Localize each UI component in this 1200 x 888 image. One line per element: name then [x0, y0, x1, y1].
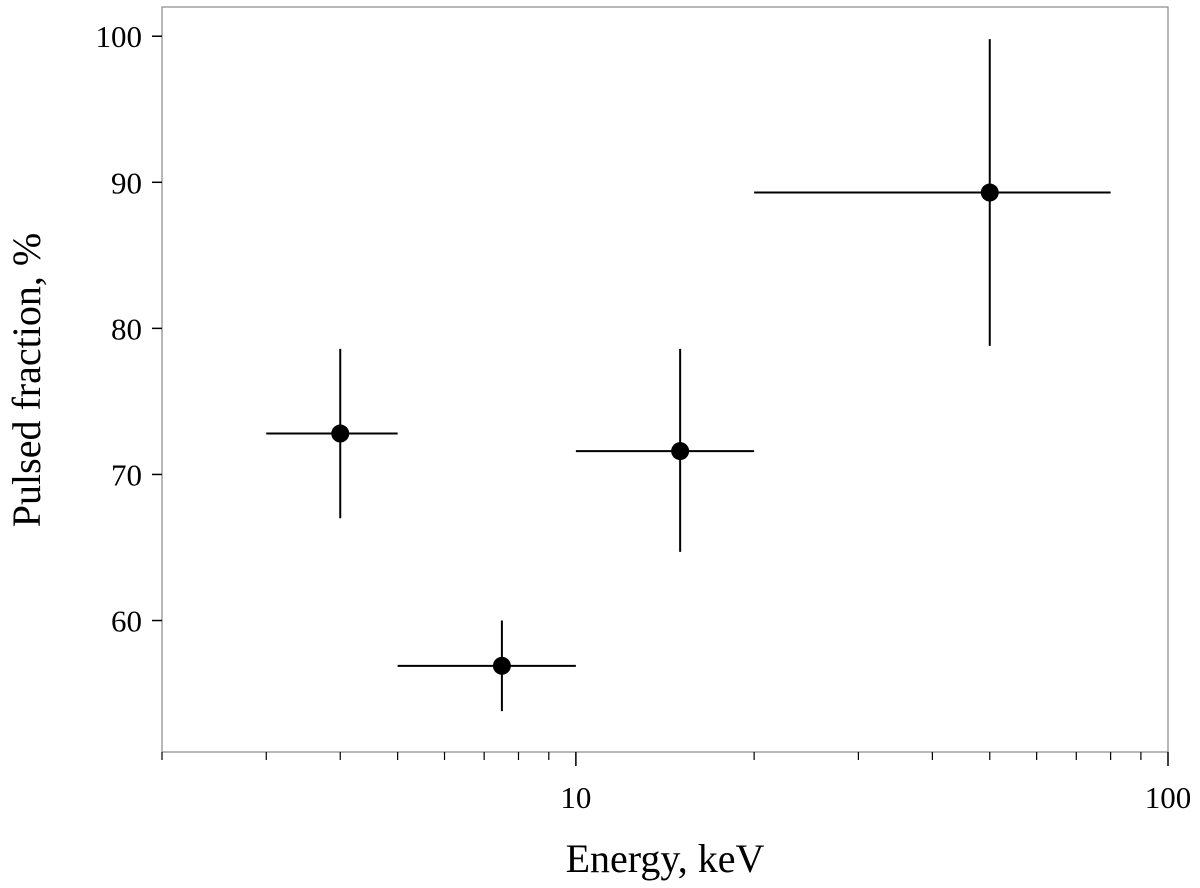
y-tick-label: 100 — [96, 19, 143, 54]
y-axis-label: Pulsed fraction, % — [4, 233, 49, 527]
data-point — [575, 348, 755, 552]
x-tick-label: 10 — [560, 780, 591, 815]
axis-ticks: 60 70 80 90 100 10 100 — [96, 19, 1192, 815]
y-tick-label: 70 — [111, 457, 142, 492]
y-tick-label: 80 — [111, 311, 142, 346]
plot-frame — [161, 6, 1169, 753]
point-marker — [980, 183, 999, 202]
y-tick-label: 60 — [111, 604, 142, 639]
data-point — [397, 620, 576, 712]
data-point — [754, 39, 1111, 346]
x-tick-label: 100 — [1145, 780, 1192, 815]
y-tick-label: 90 — [111, 165, 142, 200]
point-marker — [492, 656, 511, 675]
point-marker — [331, 424, 350, 443]
data-points — [266, 39, 1111, 712]
data-point — [266, 348, 398, 519]
point-marker — [671, 442, 690, 461]
x-axis-label: Energy, keV — [566, 836, 765, 881]
